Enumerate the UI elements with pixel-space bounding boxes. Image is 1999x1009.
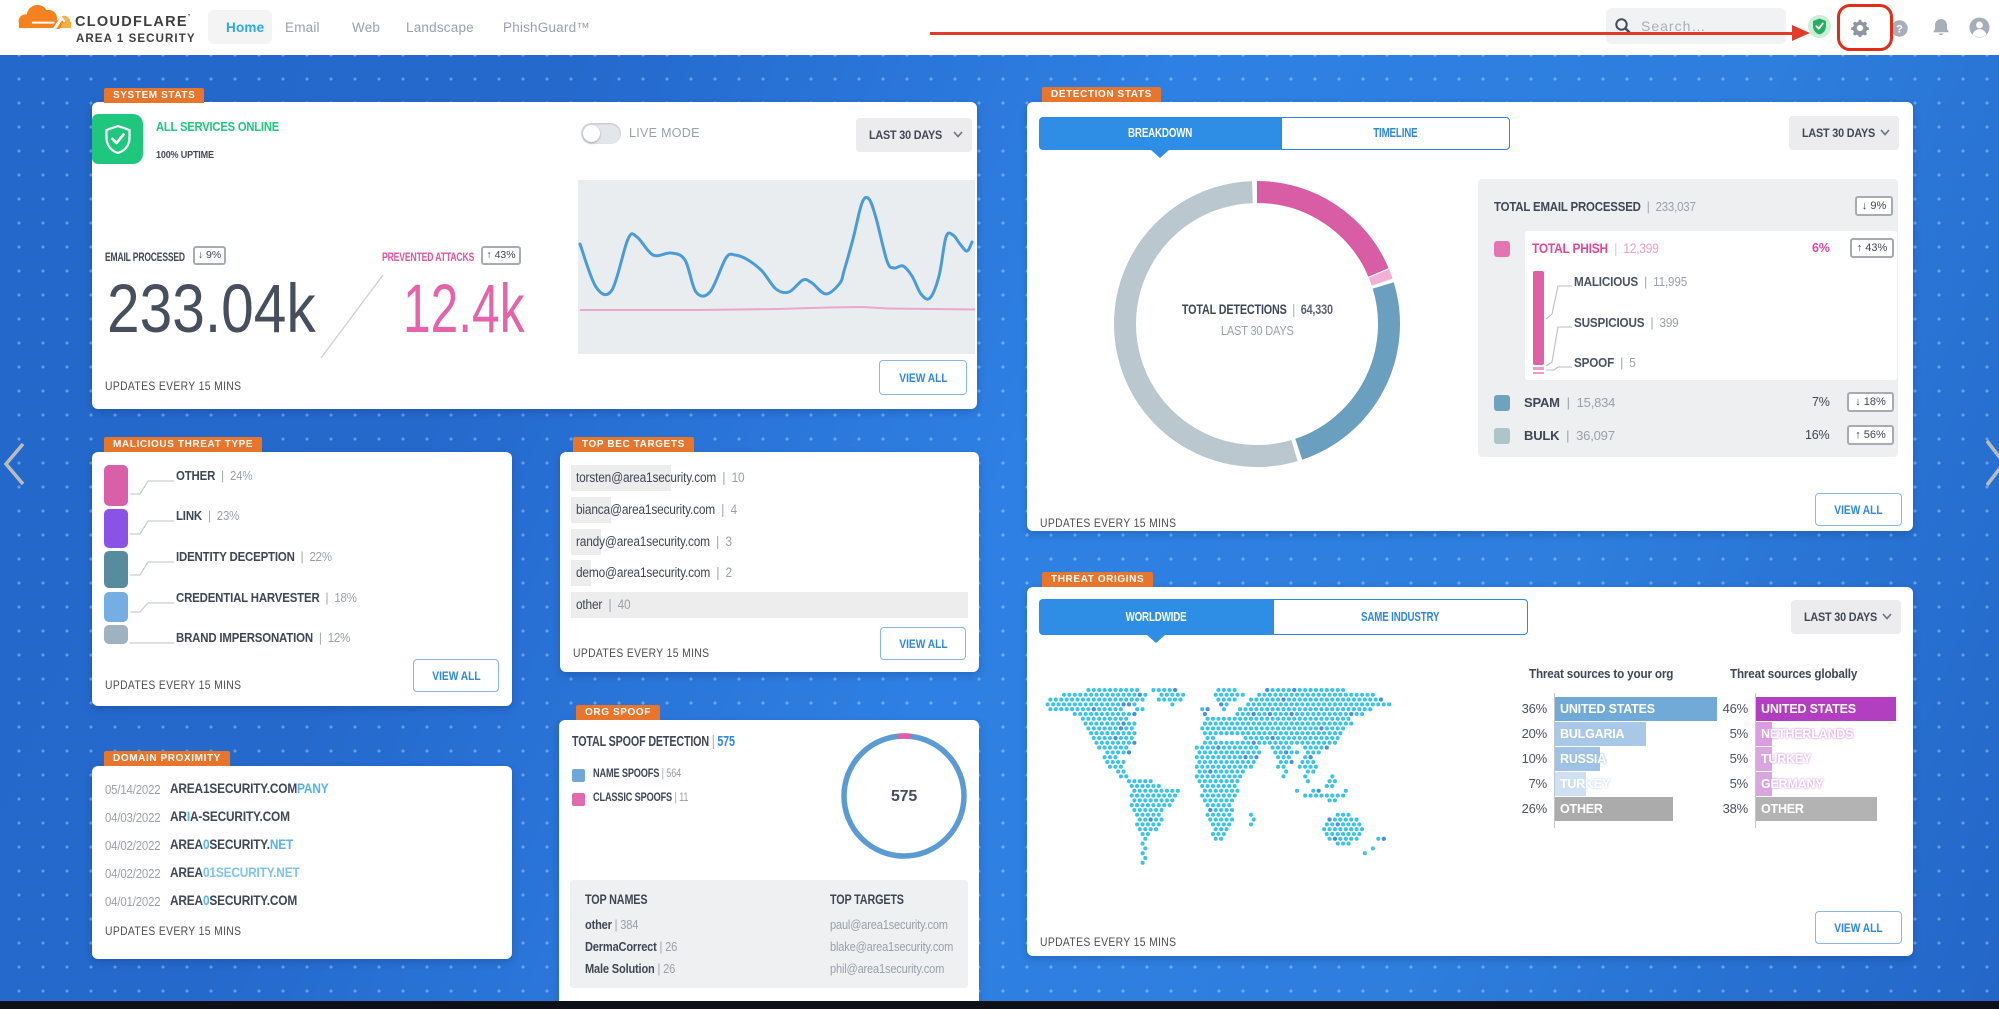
svg-text:?: ? (1896, 23, 1903, 35)
